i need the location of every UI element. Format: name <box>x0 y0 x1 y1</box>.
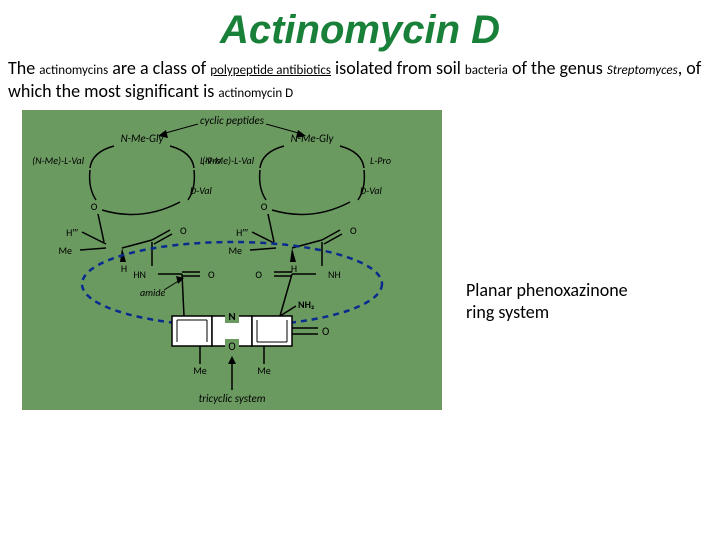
svg-text:N-Me-Gly: N-Me-Gly <box>121 132 165 145</box>
p5: isolated from soil <box>331 57 465 79</box>
svg-text:D-Val: D-Val <box>360 184 383 197</box>
svg-text:tricyclic system: tricyclic system <box>199 392 266 405</box>
svg-text:H′′′: H′′′ <box>66 226 78 239</box>
p2: actinomycins <box>39 63 108 78</box>
caption-line2: ring system <box>466 301 549 323</box>
p7: of the genus <box>508 57 607 79</box>
svg-text:(N-Me)-L-Val: (N-Me)-L-Val <box>32 154 85 167</box>
svg-text:H′′′: H′′′ <box>236 226 248 239</box>
p6: bacteria <box>465 63 508 78</box>
svg-text:amide: amide <box>140 286 165 299</box>
svg-text:Me: Me <box>257 364 271 377</box>
svg-text:cyclic peptides: cyclic peptides <box>200 114 265 127</box>
svg-text:O: O <box>91 200 98 213</box>
svg-text:D-Val: D-Val <box>190 184 213 197</box>
svg-text:H: H <box>291 262 297 275</box>
svg-text:O: O <box>261 200 268 213</box>
p4: polypeptide antibiotics <box>210 63 331 78</box>
svg-text:O: O <box>228 340 235 353</box>
p3: are a class of <box>108 57 210 79</box>
svg-text:L-Pro: L-Pro <box>370 154 391 167</box>
content-row: cyclic peptides N-Me-Gly (N-Me)-L-Val L-Pro… <box>0 110 720 410</box>
structure-diagram: cyclic peptides N-Me-Gly (N-Me)-L-Val L-Pro… <box>22 110 442 410</box>
svg-text:O: O <box>322 325 329 338</box>
svg-text:Me: Me <box>58 244 72 257</box>
p10: actinomycin D <box>218 86 293 101</box>
svg-text:N: N <box>228 310 235 323</box>
p1: The <box>8 57 39 79</box>
svg-text:O: O <box>180 224 187 237</box>
page-title: Actinomycin D <box>0 8 720 53</box>
intro-paragraph: The actinomycins are a class of polypept… <box>0 53 720 110</box>
diagram-caption: Planar phenoxazinone ring system <box>466 280 628 323</box>
svg-text:HN: HN <box>133 268 146 281</box>
svg-text:O: O <box>255 268 262 281</box>
svg-text:H: H <box>121 262 127 275</box>
svg-text:Me: Me <box>193 364 207 377</box>
svg-text:NH: NH <box>328 268 341 281</box>
svg-text:Me: Me <box>228 244 242 257</box>
caption-line1: Planar phenoxazinone <box>466 279 628 301</box>
p8: Streptomyces <box>607 63 678 78</box>
svg-text:NH₂: NH₂ <box>298 298 315 311</box>
svg-text:(N-Me)-L-Val: (N-Me)-L-Val <box>202 154 255 167</box>
svg-text:O: O <box>350 224 357 237</box>
svg-text:O: O <box>208 268 215 281</box>
